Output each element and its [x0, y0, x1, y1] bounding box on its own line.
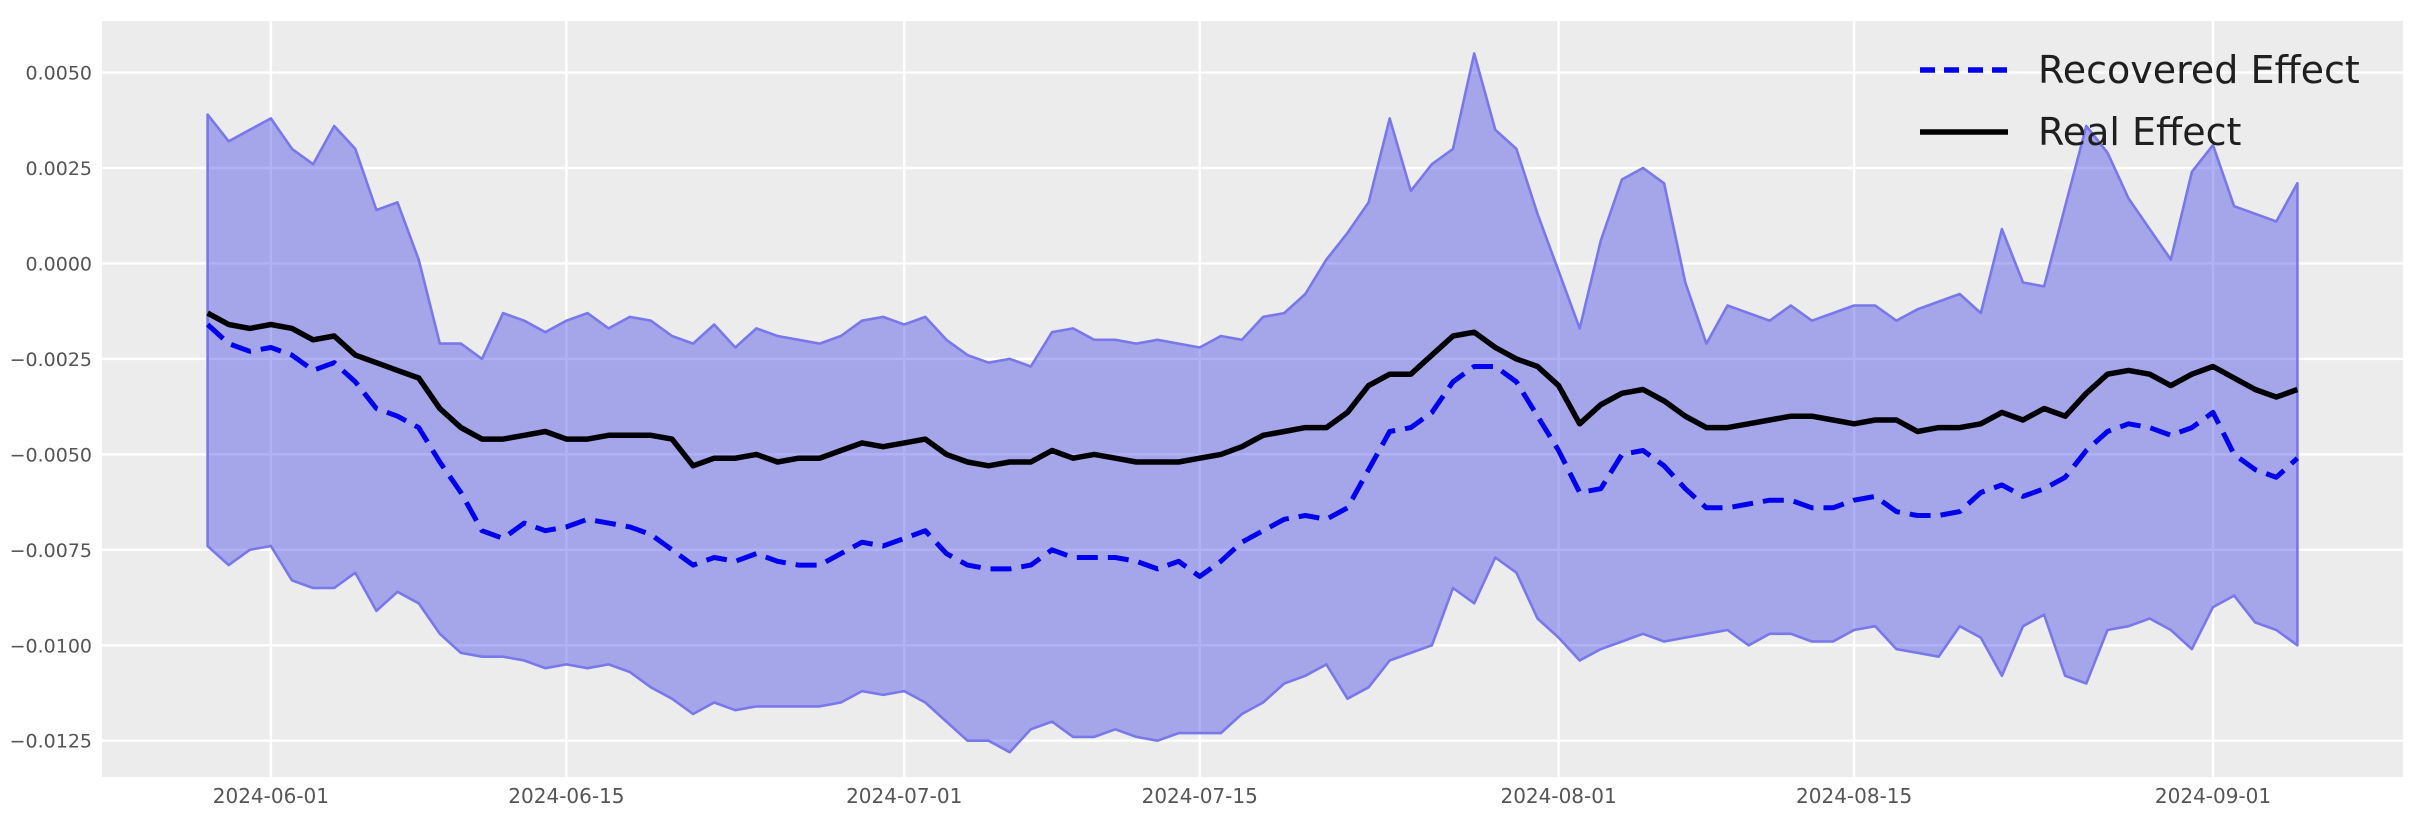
recovered-effect-line	[205, 322, 2300, 579]
y-tick-label: −0.0025	[10, 349, 92, 371]
real-effect-line	[206, 310, 2299, 469]
y-tick-label: 0.0025	[26, 158, 92, 180]
legend-label-recovered-effect: Recovered Effect	[2038, 48, 2360, 92]
y-tick-label: 0.0050	[26, 63, 92, 85]
y-tick-label: −0.0075	[10, 540, 92, 562]
legend-dashed-line-icon	[1920, 67, 2008, 73]
legend-solid-line-icon	[1920, 129, 2008, 135]
confidence-band	[206, 52, 2299, 754]
x-tick-label: 2024-07-15	[1142, 784, 1258, 808]
legend-item-recovered-effect: Recovered Effect	[1918, 44, 2360, 96]
y-tick-label: 0.0000	[26, 253, 92, 275]
legend-item-real-effect: Real Effect	[1918, 106, 2360, 158]
plot-area	[102, 21, 2403, 777]
legend: Recovered Effect Real Effect	[1918, 44, 2360, 158]
y-tick-label: −0.0050	[10, 444, 92, 466]
x-tick-label: 2024-07-01	[846, 784, 962, 808]
y-tick-label: −0.0125	[10, 731, 92, 753]
x-tick-label: 2024-09-01	[2155, 784, 2271, 808]
y-tick-label: −0.0100	[10, 635, 92, 657]
x-tick-label: 2024-08-15	[1796, 784, 1912, 808]
x-tick-label: 2024-06-15	[508, 784, 624, 808]
legend-label-real-effect: Real Effect	[2038, 110, 2242, 154]
x-tick-label: 2024-06-01	[213, 784, 329, 808]
x-tick-label: 2024-08-01	[1500, 784, 1616, 808]
